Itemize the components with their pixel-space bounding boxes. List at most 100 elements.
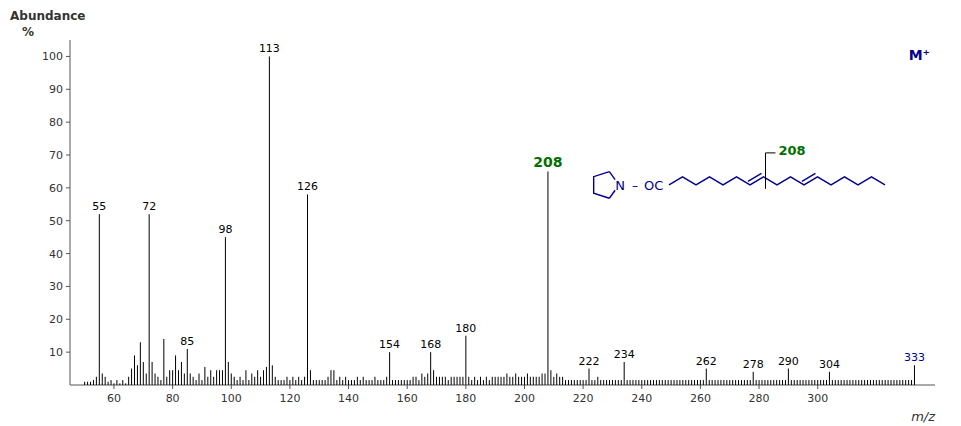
x-tick-label: 220 [573,392,594,405]
peak [439,377,440,385]
peak [201,380,202,385]
peak [471,380,472,385]
peak [524,377,525,385]
peak [797,380,798,385]
peak [105,377,106,385]
x-tick [465,385,466,389]
peak [715,380,716,385]
peak-label: 180 [455,322,476,335]
y-tick [66,286,70,287]
peak [574,380,575,385]
peak [679,380,680,385]
peak [310,370,311,385]
peak [847,380,848,385]
peak [196,380,197,385]
peak [360,380,361,385]
peak-label: 262 [696,355,717,368]
peak [779,380,780,385]
peak [213,377,214,385]
peak [753,372,754,385]
peak-label: 304 [819,358,840,371]
peak [820,380,821,385]
peak [829,372,830,385]
peak [547,171,548,385]
peak [319,380,320,385]
peak [791,380,792,385]
x-tick-label: 160 [397,392,418,405]
peak [805,380,806,385]
peak [559,377,560,385]
peak [298,377,299,385]
peak [879,380,880,385]
peak [893,380,894,385]
peak [289,380,290,385]
peak [709,380,710,385]
peak [342,380,343,385]
ring-bond [594,172,610,199]
peak [495,377,496,385]
peak [228,362,229,385]
peak [87,382,88,385]
peak [436,377,437,385]
x-tick [817,385,818,389]
peak [234,377,235,385]
peak [844,380,845,385]
peak [204,367,205,385]
peak [181,362,182,385]
y-tick [66,56,70,57]
peak [638,380,639,385]
x-tick-label: 140 [338,392,359,405]
peak [630,380,631,385]
x-tick-label: 180 [455,392,476,405]
peak [96,377,97,385]
peak [647,380,648,385]
peak [119,383,120,385]
peak [377,380,378,385]
peak [175,355,176,385]
peak [773,380,774,385]
peak [304,377,305,385]
peak [498,377,499,385]
peak [272,365,273,385]
peak [325,380,326,385]
peak [328,377,329,385]
peak [486,377,487,385]
peak [307,194,308,385]
y-tick-label: 30 [49,280,63,293]
x-tick-label: 60 [107,392,121,405]
atom-label: N [615,178,625,193]
peak [366,380,367,385]
peak [245,370,246,385]
fragment-label: 208 [779,143,806,158]
peak [111,380,112,385]
peak [207,377,208,385]
peak [627,380,628,385]
peak [468,377,469,385]
y-tick-label: 50 [49,215,63,228]
bracket [766,152,776,153]
y-axis-label: Abundance [10,9,85,23]
peak [93,380,94,385]
peak [260,377,261,385]
y-tick-label: 80 [49,116,63,129]
peak-label: 234 [614,348,635,361]
peak [152,362,153,385]
peak [808,380,809,385]
peak [671,380,672,385]
peak [193,377,194,385]
peaks [85,56,915,385]
double-bond [748,173,762,181]
peak [225,237,226,385]
peak [506,374,507,386]
peak [248,380,249,385]
peak [345,377,346,385]
peak [351,380,352,385]
peak [764,380,765,385]
peak [240,377,241,385]
x-tick-label: 280 [749,392,770,405]
peak [374,377,375,385]
peak [477,380,478,385]
peak [624,362,625,385]
peak-label: 208 [533,154,562,170]
peak [729,380,730,385]
